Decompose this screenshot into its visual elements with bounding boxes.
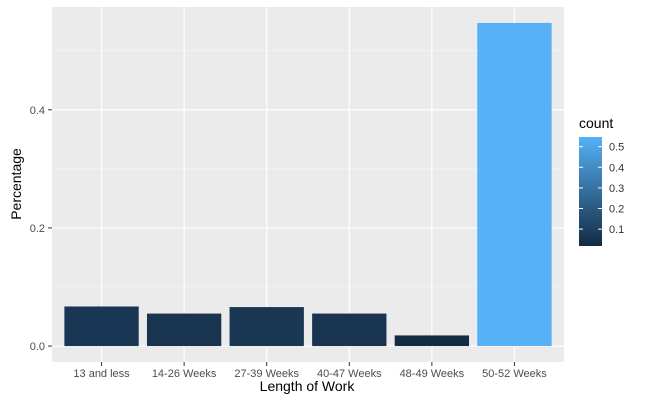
bar [229, 307, 304, 347]
legend-tick-label: 0.4 [609, 162, 624, 174]
x-axis-title: Length of Work [260, 378, 356, 394]
bar [394, 335, 470, 347]
bars [64, 22, 552, 347]
legend-ticks: 0.1 0.2 0.3 0.4 0.5 [579, 142, 624, 236]
bar [64, 306, 139, 347]
legend-tick-label: 0.1 [609, 224, 624, 236]
x-tick-label: 13 and less [73, 368, 130, 380]
legend-tick-label: 0.3 [609, 183, 624, 195]
y-tick-label: 0.4 [30, 105, 45, 117]
x-tick-label: 50-52 Weeks [482, 368, 547, 380]
x-tick-label: 48-49 Weeks [400, 368, 465, 380]
color-legend: count 0.1 0.2 0.3 0.4 0.5 [579, 115, 624, 246]
x-tick-label: 14-26 Weeks [152, 368, 217, 380]
legend-title: count [579, 115, 613, 131]
x-tick-label: 40-47 Weeks [317, 368, 382, 380]
y-tick-label: 0.0 [30, 341, 45, 353]
y-axis-title: Percentage [8, 148, 24, 220]
x-axis-ticks: 13 and less 14-26 Weeks 27-39 Weeks 40-47 W… [73, 362, 547, 380]
x-tick-label: 27-39 Weeks [234, 368, 299, 380]
legend-colorbar [579, 137, 602, 246]
bar [312, 313, 387, 347]
bar [146, 313, 222, 347]
y-tick-label: 0.2 [30, 223, 45, 235]
legend-tick-label: 0.5 [609, 142, 624, 154]
y-axis-ticks: 0.0 0.2 0.4 [30, 105, 52, 353]
legend-tick-label: 0.2 [609, 203, 624, 215]
bar [477, 22, 552, 347]
